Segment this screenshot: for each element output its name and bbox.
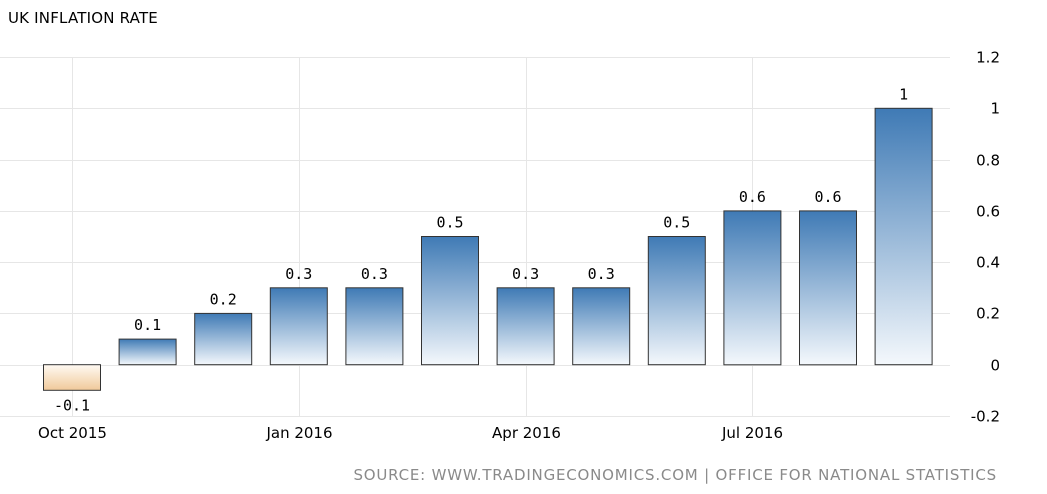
- y-axis-ticks: 1.2 1 0.8 0.6 0.4 0.2 0 -0.2: [971, 49, 1000, 426]
- bar: [799, 210, 857, 366]
- x-tick-label: Jul 2016: [721, 424, 783, 442]
- data-label: 0.5: [436, 214, 463, 232]
- x-tick-label: Oct 2015: [38, 424, 107, 442]
- data-label: 0.3: [512, 265, 539, 283]
- y-tick-label: 1: [990, 100, 1000, 118]
- bar: [194, 312, 253, 366]
- bar: [118, 338, 177, 366]
- data-label: 1: [899, 85, 908, 103]
- data-label: 0.6: [739, 188, 766, 206]
- data-label: 0.3: [361, 265, 388, 283]
- bar: [421, 236, 479, 366]
- y-tick-label: 0.8: [976, 152, 1000, 170]
- bar: [345, 287, 404, 366]
- data-label: 0.3: [285, 265, 312, 283]
- y-tick-label: -0.2: [971, 408, 1000, 426]
- y-tick-label: 0.2: [976, 305, 1000, 323]
- data-label: -0.1: [54, 396, 90, 414]
- x-tick-label: Apr 2016: [492, 424, 561, 442]
- y-tick-label: 0: [990, 357, 1000, 375]
- chart-title: UK INFLATION RATE: [8, 9, 158, 27]
- data-labels: -0.1 0.1 0.2 0.3 0.3 0.5 0.3 0.3 0.5 0.6 0.6 1: [54, 85, 908, 414]
- bar: [496, 287, 555, 366]
- source-note: SOURCE: WWW.TRADINGECONOMICS.COM | OFFIC…: [353, 466, 997, 484]
- bar: [572, 287, 631, 366]
- bars: [43, 107, 933, 391]
- y-tick-label: 0.6: [976, 203, 1000, 221]
- data-label: 0.2: [210, 290, 237, 308]
- data-label: 0.1: [134, 316, 161, 334]
- y-tick-label: 0.4: [976, 254, 1000, 272]
- bar: [723, 210, 782, 366]
- bar: [269, 287, 328, 366]
- data-label: 0.6: [814, 188, 841, 206]
- x-axis-ticks: Oct 2015 Jan 2016 Apr 2016 Jul 2016: [38, 424, 783, 442]
- y-tick-label: 1.2: [976, 49, 1000, 67]
- bar: [647, 236, 706, 366]
- bar: [43, 364, 101, 391]
- bar: [874, 107, 933, 366]
- data-label: 0.5: [663, 214, 690, 232]
- data-label: 0.3: [588, 265, 615, 283]
- x-tick-label: Jan 2016: [265, 424, 332, 442]
